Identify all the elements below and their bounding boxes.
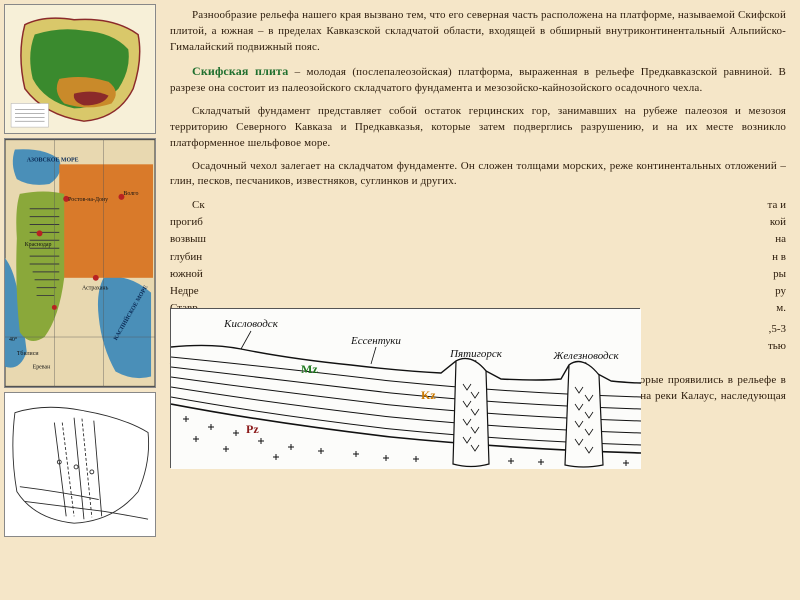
obscured-left: южной (170, 266, 203, 283)
svg-text:Волго: Волго (123, 191, 138, 197)
obscured-left: возвыш (170, 231, 206, 248)
sidebar: АЗОВСКОЕ МОРЕ КАСПИЙСКОЕ МОРЕ Ростов-на-… (0, 0, 160, 600)
svg-text:Пятигорск: Пятигорск (449, 348, 503, 360)
obscured-right: ры (773, 266, 786, 283)
obscured-right: н в (772, 249, 786, 266)
obscured-right: ,5-3 (747, 321, 786, 338)
label-pz: Pz (246, 421, 259, 438)
obscured-left: глубин (170, 249, 202, 266)
svg-text:Ростов-на-Дону: Ростов-на-Дону (68, 197, 108, 203)
obscured-left: Ск (170, 197, 205, 214)
tectonic-map-thumb: АЗОВСКОЕ МОРЕ КАСПИЙСКОЕ МОРЕ Ростов-на-… (4, 138, 156, 388)
svg-text:Краснодар: Краснодар (25, 242, 52, 248)
paragraph-intro: Разнообразие рельефа нашего края вызвано… (170, 8, 786, 56)
paragraph-foundation: Складчатый фундамент представляет собой … (170, 104, 786, 152)
label-mz: Mz (301, 361, 318, 378)
geological-cross-section: Кисловодск Ессентуки Пятигорск Железново… (170, 308, 640, 468)
obscured-right: та и (746, 197, 786, 214)
obscured-right: м. (776, 300, 786, 317)
paragraph-term: Скифская плита – молодая (послепалеозойс… (170, 63, 786, 97)
svg-text:Тбилиси: Тбилиси (17, 350, 40, 357)
obscured-right: кой (770, 214, 786, 231)
obscured-left: Недре (170, 283, 199, 300)
label-kz: Kz (421, 387, 436, 404)
obscured-right: тью (768, 338, 786, 355)
obscured-right: на (775, 231, 786, 248)
svg-text:Железноводск: Железноводск (552, 350, 619, 362)
fault-map-thumb (4, 392, 156, 537)
obscured-right: ру (775, 283, 786, 300)
svg-text:АЗОВСКОЕ МОРЕ: АЗОВСКОЕ МОРЕ (27, 157, 79, 163)
main-content: Разнообразие рельефа нашего края вызвано… (160, 0, 800, 600)
svg-text:Астрахань: Астрахань (82, 286, 109, 292)
svg-text:Кисловодск: Кисловодск (223, 318, 279, 330)
svg-text:40°: 40° (9, 336, 18, 343)
relief-map-thumb (4, 4, 156, 134)
svg-text:Ессентуки: Ессентуки (350, 335, 401, 347)
paragraph-cover: Осадочный чехол залегает на складчатом ф… (170, 159, 786, 191)
obscured-left: прогиб (170, 214, 203, 231)
term-scythian-plate: Скифская плита (192, 64, 288, 78)
svg-text:Ереван: Ереван (33, 365, 52, 371)
